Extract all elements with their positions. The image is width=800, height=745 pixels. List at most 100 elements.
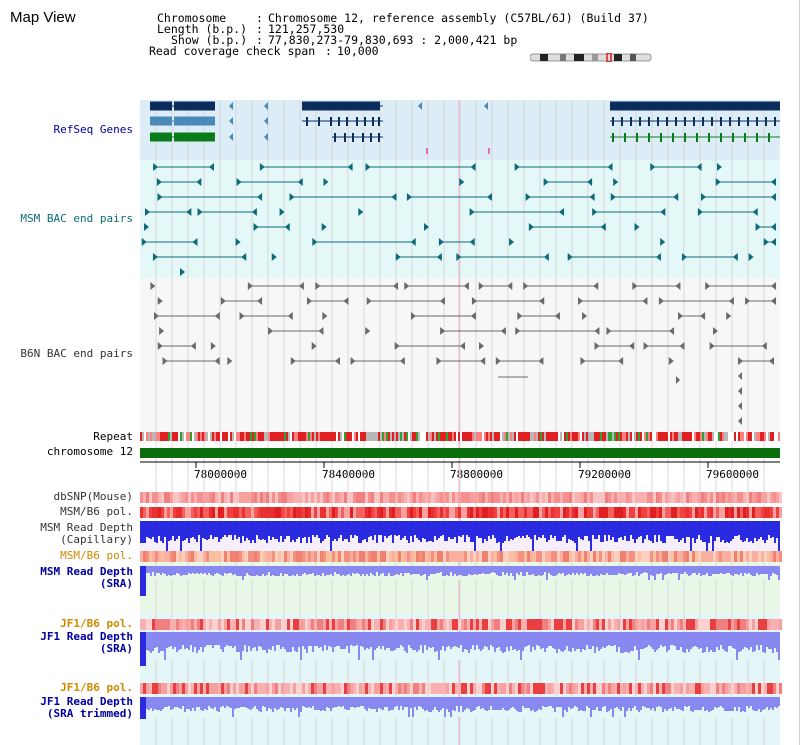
msm-depth-sra-bar (378, 566, 380, 576)
msm-depth-cap-bar (284, 521, 286, 539)
dbsnp-cell (155, 492, 158, 503)
msm-pol-cell (551, 507, 554, 518)
dbsnp-cell (686, 492, 689, 503)
msm-depth-sra-bar (216, 566, 218, 573)
jf1-depth-sra-bar (366, 632, 368, 648)
msm-depth-cap-bar (472, 521, 474, 542)
dbsnp-cell (668, 492, 671, 503)
repeat-segment (242, 432, 244, 441)
msm-depth-cap-bar (486, 521, 488, 541)
msm-bac-end (297, 178, 303, 186)
jf1-pol-cell (527, 619, 530, 630)
chromosome-ideogram[interactable] (530, 53, 652, 62)
jf1-pol2-cell (203, 683, 206, 694)
track-label-msm-depth-cap-1[interactable]: MSM Read Depth (40, 521, 133, 534)
track-label-msm-b6-pol-1[interactable]: MSM/B6 pol. (60, 505, 133, 518)
msm-bac-end (180, 268, 185, 276)
jf1-pol-cell (368, 619, 371, 630)
repeat-segment (516, 432, 518, 441)
track-label-repeat[interactable]: Repeat (93, 430, 133, 443)
jf1-depth-sra-bar (342, 632, 344, 649)
track-label-msm-depth-sra-1[interactable]: MSM Read Depth (40, 565, 133, 578)
jf1-depth-trim-bar (186, 697, 188, 709)
track-label-msm-b6-pol-2[interactable]: MSM/B6 pol. (60, 549, 133, 562)
repeat-segment (436, 432, 438, 441)
jf1-depth-sra-bar (196, 632, 198, 653)
track-label-jf1-depth-sra-1[interactable]: JF1 Read Depth (40, 630, 133, 643)
gene-arrow (229, 133, 233, 141)
msm-pol-cell (605, 507, 608, 518)
msm-depth-cap-bar (542, 521, 544, 535)
b6n-bac-end (658, 297, 664, 305)
jf1-depth-sra-bar (494, 632, 496, 652)
jf1-depth-sra-bar (684, 632, 686, 653)
msm-pol-cell (209, 507, 212, 518)
jf1-depth-sra-bar (674, 632, 676, 646)
jf1-depth-trim-bar (768, 697, 770, 710)
track-label-msm-bac[interactable]: MSM BAC end pairs (20, 212, 133, 225)
msm-depth-cap-bar (682, 521, 684, 538)
jf1-depth-trim-bar (468, 697, 470, 709)
dbsnp-cell (470, 492, 473, 503)
jf1-pol2-cell (155, 683, 158, 694)
jf1-depth-trim-bar (694, 697, 696, 710)
track-label-refseq[interactable]: RefSeq Genes (53, 123, 133, 136)
msm-depth-sra-bar (568, 566, 570, 574)
track-label-msm-depth-sra-2: (SRA) (99, 577, 133, 590)
msm-depth-cap-bar (184, 521, 186, 540)
msm-depth-cap-bar (272, 521, 274, 537)
track-label-chromosome[interactable]: chromosome 12 (46, 445, 133, 458)
jf1-pol2-cell (587, 683, 590, 694)
dbsnp-cell (281, 492, 284, 503)
dbsnp-cell (632, 492, 635, 503)
track-label-jf1-depth-trim-1[interactable]: JF1 Read Depth (40, 695, 133, 708)
msm-pol2-cell (242, 551, 245, 562)
msm-depth-cap-bar (420, 521, 422, 542)
msm-depth-sra-bar (540, 566, 542, 576)
jf1-depth-trim-bar (260, 697, 262, 712)
repeat-segment (272, 432, 274, 441)
track-label-jf1-b6-pol-2[interactable]: JF1/B6 pol. (60, 681, 133, 694)
repeat-segment (752, 432, 754, 441)
jf1-depth-trim-bar (454, 697, 456, 711)
b6n-bac-end (705, 282, 711, 290)
repeat-segment (390, 432, 392, 441)
jf1-depth-sra-bar (776, 632, 778, 652)
track-label-jf1-b6-pol-1[interactable]: JF1/B6 pol. (60, 617, 133, 630)
jf1-depth-sra-bar (368, 632, 370, 649)
repeat-segment (750, 432, 752, 441)
msm-bac-end (259, 163, 265, 171)
jf1-depth-trim-bar (146, 697, 148, 709)
repeat-segment (676, 432, 678, 441)
jf1-depth-trim-bar (320, 697, 322, 711)
msm-depth-sra-bar (728, 566, 730, 573)
repeat-segment (412, 432, 414, 441)
msm-depth-sra-bar (458, 566, 460, 575)
track-label-dbsnp[interactable]: dbSNP(Mouse) (53, 490, 133, 503)
jf1-pol-cell (239, 619, 242, 630)
jf1-depth-trim-bar (750, 697, 752, 706)
dbsnp-cell (248, 492, 251, 503)
repeat-segment (670, 432, 672, 441)
jf1-depth-sra-bar (572, 632, 574, 648)
jf1-pol-cell (617, 619, 620, 630)
repeat-segment (632, 432, 634, 441)
track-label-b6n-bac[interactable]: B6N BAC end pairs (20, 347, 133, 360)
jf1-pol2-cell (263, 683, 266, 694)
jf1-depth-sra-bar (254, 632, 256, 647)
jf1-depth-sra-bar (258, 632, 260, 646)
jf1-depth-sra-bar (676, 632, 678, 650)
msm-depth-sra-bar (592, 566, 594, 576)
b6n-bac-end (675, 282, 681, 290)
msm-depth-cap-bar (644, 521, 646, 539)
jf1-depth-sra-bar (554, 632, 556, 649)
jf1-depth-sra-bar (236, 632, 238, 652)
msm-depth-cap-bar (222, 521, 224, 537)
jf1-depth-trim-bar (364, 697, 366, 709)
repeat-segment (238, 432, 240, 441)
jf1-depth-trim-bar (288, 697, 290, 708)
jf1-depth-sra-bar (314, 632, 316, 646)
jf1-depth-trim-bar (384, 697, 386, 707)
msm-depth-sra-bar (642, 566, 644, 573)
